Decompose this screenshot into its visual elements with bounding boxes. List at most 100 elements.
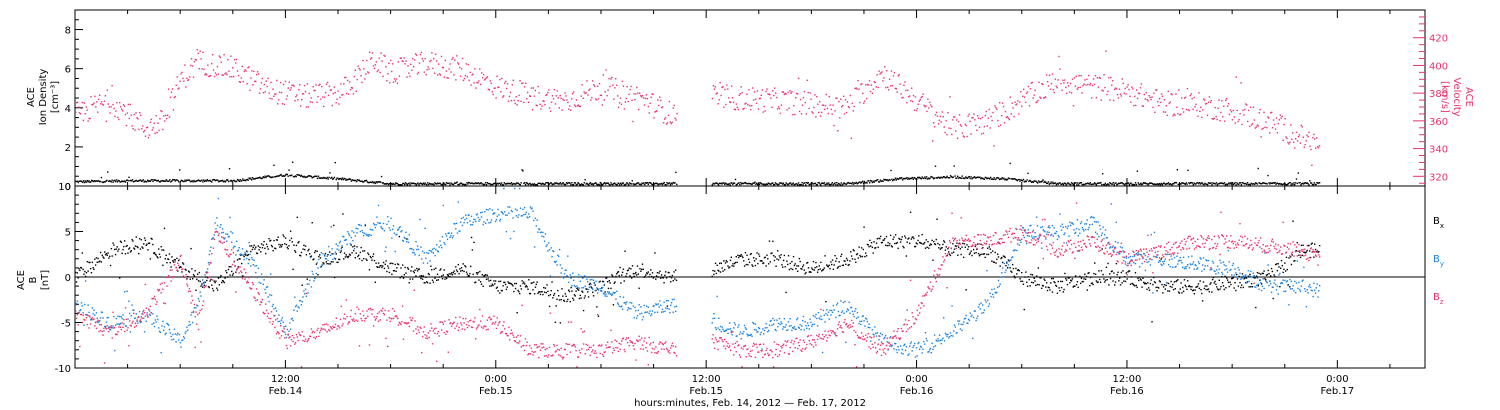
top-point (1186, 87, 1189, 90)
top-point (603, 99, 605, 101)
top-point (626, 182, 628, 184)
top-point (283, 175, 286, 177)
top-point (997, 119, 999, 122)
b-point (384, 263, 386, 266)
top-point (208, 180, 210, 182)
b-point (997, 256, 1000, 258)
top-point (473, 182, 475, 185)
top-point (195, 180, 197, 183)
top-point (472, 183, 474, 185)
b-point (733, 265, 735, 267)
b-point (614, 291, 616, 294)
top-point (376, 70, 379, 73)
b-point (373, 224, 376, 226)
top-point (243, 179, 245, 182)
top-point (553, 88, 556, 91)
b-point (818, 265, 820, 267)
top-point (953, 116, 955, 118)
top-point (439, 74, 442, 76)
top-point (287, 175, 289, 177)
top-point (941, 111, 943, 113)
top-point (901, 179, 904, 181)
top-point (144, 135, 147, 137)
top-point (1199, 110, 1201, 113)
b-point (948, 253, 951, 255)
b-point (1263, 270, 1265, 272)
top-point (1151, 182, 1154, 185)
b-point (1031, 274, 1034, 276)
top-left-tick-label: 2 (65, 143, 71, 154)
b-point (636, 265, 639, 267)
b-point (163, 227, 166, 230)
top-point (958, 114, 961, 116)
top-point (1126, 86, 1128, 88)
top-point (1012, 107, 1014, 109)
b-point (638, 287, 640, 289)
b-point (439, 269, 441, 271)
b-point (672, 279, 674, 282)
top-point (819, 115, 822, 117)
b-point (1257, 285, 1259, 287)
top-point (588, 182, 591, 185)
top-point (1215, 115, 1217, 118)
top-point (352, 93, 355, 95)
top-point (485, 184, 488, 186)
b-point (347, 256, 349, 259)
top-point (232, 179, 234, 182)
top-point (808, 183, 810, 186)
top-point (385, 66, 387, 68)
top-point (457, 183, 459, 186)
top-point (459, 183, 461, 185)
b-point (758, 255, 761, 257)
top-point (298, 88, 300, 91)
top-point (1291, 182, 1293, 185)
b-point (392, 262, 394, 265)
b-point (755, 258, 757, 260)
b-point (76, 272, 79, 274)
top-point (620, 182, 622, 184)
top-point (889, 85, 892, 87)
b-point (155, 321, 157, 323)
top-point (419, 182, 422, 184)
top-point (671, 121, 673, 124)
b-point (610, 287, 612, 290)
b-point (561, 288, 563, 290)
b-point (327, 259, 329, 262)
top-point (586, 80, 588, 82)
b-point (453, 270, 455, 272)
top-point (919, 99, 921, 101)
top-point (841, 104, 844, 107)
b-point (367, 253, 370, 256)
b-point (804, 273, 806, 275)
b-point (557, 255, 560, 258)
b-point (280, 319, 283, 321)
top-point (909, 177, 912, 180)
top-point (649, 102, 651, 105)
b-point (1189, 285, 1191, 288)
top-point (491, 91, 493, 93)
top-point (1318, 145, 1321, 147)
b-point (75, 281, 78, 283)
b-point (1156, 290, 1158, 292)
top-point (1144, 98, 1146, 100)
b-point (311, 222, 313, 224)
top-point (870, 180, 873, 182)
top-point (1124, 184, 1126, 186)
top-point (821, 182, 824, 185)
top-point (174, 95, 176, 98)
top-point (1019, 180, 1021, 182)
b-point (1183, 279, 1186, 281)
b-point (554, 321, 557, 323)
b-point (1205, 288, 1207, 291)
top-point (1246, 181, 1249, 184)
top-point (886, 69, 888, 72)
top-point (1034, 180, 1036, 182)
top-point (1288, 181, 1291, 184)
top-point (551, 95, 554, 97)
b-point (780, 254, 782, 256)
top-point (1252, 183, 1254, 185)
b-point (593, 282, 596, 284)
b-point (602, 280, 605, 283)
top-point (1097, 86, 1100, 88)
top-point (954, 175, 956, 177)
